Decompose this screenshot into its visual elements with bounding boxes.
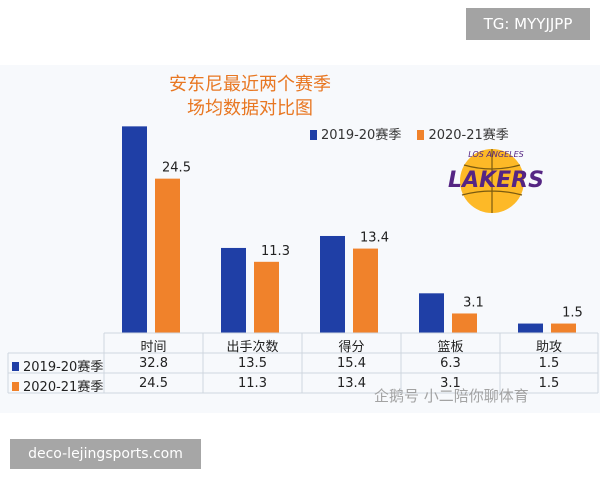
logo-main-text: LAKERS [448,168,544,193]
legend-item-series2: 2020-21赛季 [417,124,509,143]
bar-series1-1 [221,247,246,333]
bar-series2-2 [353,248,378,333]
bar-series2-3 [452,313,477,333]
bar-series2-1 [254,261,279,333]
watermark: 企鹅号 小二陪你聊体育 [374,387,529,405]
lakers-logo: LOS ANGELES LAKERS [448,149,544,213]
legend-label-series2: 2020-21赛季 [428,128,509,143]
legend-swatch-series2 [417,130,425,140]
legend-swatch-series1 [310,130,317,140]
bar-series1-3 [419,293,444,333]
data-label-series2-2: 13.4 [360,231,389,246]
data-label-series2-4: 1.5 [562,306,583,321]
bar-series1-4 [518,323,543,333]
bar-series1-0 [122,126,147,333]
tg-tag: TG: MYYJJPP [466,8,590,40]
legend-label-series1: 2019-20赛季 [321,128,402,143]
bar-series2-0 [155,178,180,333]
chart-title-line2: 场均数据对比图 [187,98,313,119]
logo-top-text: LOS ANGELES [468,150,523,159]
data-label-series2-0: 24.5 [162,161,191,176]
data-label-series2-1: 11.3 [261,244,290,259]
bar-series1-2 [320,235,345,333]
ball-seams [461,149,523,213]
chart-title-line1: 安东尼最近两个赛季 [169,74,331,95]
bar-series2-4 [551,323,576,333]
data-label-series2-3: 3.1 [463,295,484,310]
source-badge: deco-lejingsports.com [10,439,201,469]
legend: 2019-20赛季 2020-21赛季 [310,124,521,143]
legend-item-series1: 2019-20赛季 [310,124,401,143]
